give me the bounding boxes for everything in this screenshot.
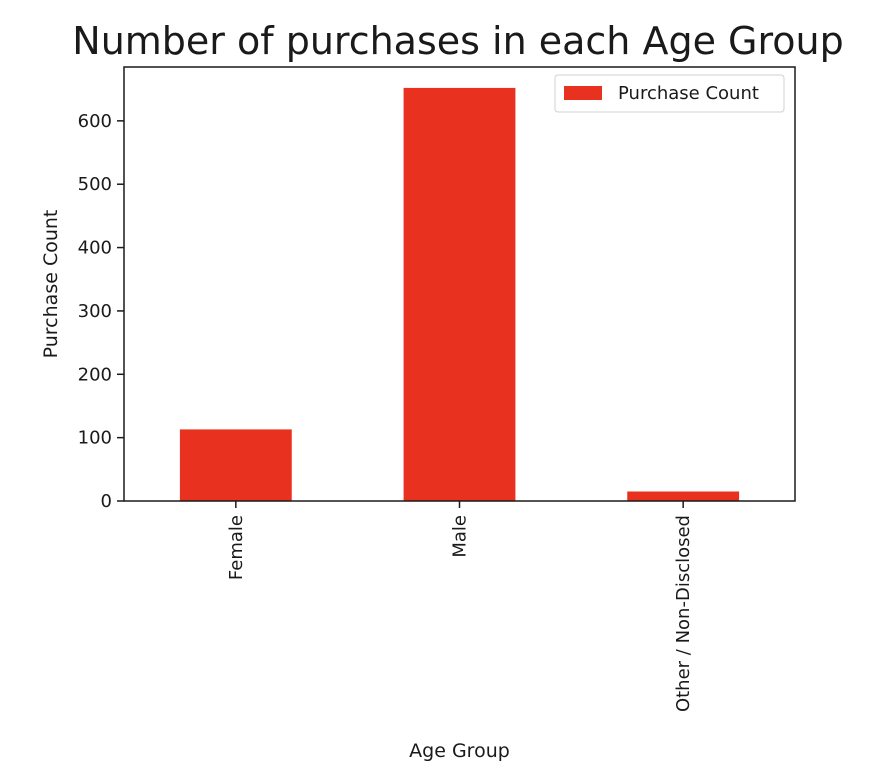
bar-other-non-disclosed [627,491,740,501]
legend-swatch [564,86,602,100]
x-tick-label: Other / Non-Disclosed [673,515,694,712]
y-tick-label: 400 [78,238,112,259]
plot-frame [123,66,796,502]
x-tick-label: Female [226,515,247,580]
y-axis-label: Purchase Count [40,210,62,359]
bar-male [403,87,516,502]
bar-female [179,429,292,501]
y-tick-label: 600 [78,111,112,132]
y-tick-label: 200 [78,364,112,385]
legend: Purchase Count [554,74,785,113]
legend-entry-label: Purchase Count [618,83,759,104]
y-tick-label: 300 [78,301,112,322]
bars-group [179,87,740,502]
chart-title: Number of purchases in each Age Group [72,19,843,63]
y-tick-label: 0 [101,491,112,512]
x-axis-ticks: Female Male Other / Non-Disclosed [226,501,694,712]
y-tick-label: 500 [78,174,112,195]
plot-area: 0 100 200 300 400 500 600 Female Male Other / No… [78,66,796,712]
x-tick-label: Male [450,515,471,558]
x-axis-label: Age Group [409,740,510,762]
y-axis-ticks: 0 100 200 300 400 500 600 [78,111,124,512]
legend-box [554,74,785,113]
y-tick-label: 100 [78,428,112,449]
